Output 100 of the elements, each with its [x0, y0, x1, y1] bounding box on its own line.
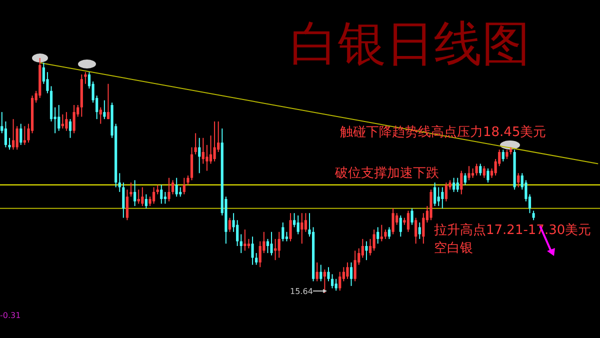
candlestick [517, 172, 520, 188]
candlestick [289, 212, 292, 242]
candlestick [354, 250, 356, 282]
candlestick [258, 240, 262, 268]
candlestick [327, 266, 330, 282]
candlestick [278, 231, 280, 258]
candlestick [334, 278, 338, 292]
candlestick [437, 186, 440, 207]
candlestick [532, 210, 535, 221]
candlestick [464, 172, 466, 186]
candlestick [255, 252, 258, 266]
candlestick [350, 262, 353, 286]
candlestick [209, 135, 212, 164]
candlestick [296, 214, 300, 235]
candlestick [99, 106, 102, 124]
candlestick [58, 104, 60, 132]
candlestick [8, 137, 11, 150]
candlestick [126, 189, 129, 221]
candlestick [106, 83, 110, 120]
candlestick [46, 72, 49, 94]
candlestick [156, 184, 159, 195]
candlestick [304, 212, 307, 232]
candlestick [502, 149, 504, 162]
candlestick [452, 177, 456, 192]
candlestick [141, 186, 144, 207]
candlestick [270, 231, 273, 256]
annotation: 空白银 [434, 241, 473, 256]
candlestick [171, 180, 174, 195]
candlestick [506, 149, 508, 160]
candlestick [320, 264, 322, 282]
candlestick [482, 166, 486, 178]
candlestick [422, 212, 425, 244]
candlestick [388, 226, 391, 240]
candlestick [434, 182, 436, 207]
candlestick [130, 182, 132, 198]
candlestick [471, 168, 474, 178]
candlestick [441, 186, 444, 209]
candlestick [20, 123, 22, 146]
candlestick [190, 146, 194, 181]
candlestick [175, 177, 178, 198]
candlestick [137, 189, 140, 204]
candlestick [372, 229, 376, 252]
annotation: 15.64 [290, 287, 313, 296]
candlestick [118, 172, 121, 192]
candlestick [338, 271, 342, 292]
candlestick [368, 238, 372, 256]
candlestick [475, 163, 478, 176]
annotation: 破位支撑加速下跌 [334, 166, 439, 181]
candlestick [12, 118, 15, 150]
candlestick [468, 166, 470, 181]
candlestick [361, 238, 364, 258]
candlestick [460, 170, 463, 195]
candlestick [213, 120, 216, 162]
candlestick [247, 238, 250, 249]
candlestick [4, 120, 7, 148]
candlestick [456, 177, 459, 192]
candlestick [202, 137, 204, 164]
candlestick [365, 240, 368, 261]
candlestick [144, 194, 148, 209]
candlestick [68, 118, 72, 138]
candlestick [410, 208, 414, 226]
candlestick [164, 191, 166, 204]
candlestick [316, 262, 318, 282]
candlestick [244, 229, 246, 252]
candlestick [236, 220, 239, 246]
candlestick [72, 104, 76, 134]
candlestick [206, 144, 208, 172]
candlestick [103, 100, 106, 120]
candlestick [406, 210, 410, 232]
candlestick [282, 222, 284, 242]
candlestick [152, 186, 156, 204]
candlestick [330, 274, 334, 289]
candlestick [392, 208, 394, 235]
candlestick [380, 224, 383, 242]
candlestick [376, 226, 380, 244]
text: -0.31 [0, 311, 21, 320]
candlestick [194, 132, 197, 155]
candlestick [300, 212, 304, 244]
candlestick [418, 222, 421, 240]
candlestick [486, 168, 490, 184]
candlestick [122, 182, 125, 218]
candlestick [414, 217, 418, 244]
candlestick [346, 262, 349, 280]
candlestick [168, 177, 170, 202]
candlestick [16, 126, 18, 150]
candlestick [285, 231, 288, 242]
candlestick [198, 137, 201, 174]
candlestick [182, 177, 186, 195]
candlestick [323, 269, 326, 294]
chart-title: 白银日线图 [290, 16, 530, 72]
candlestick [65, 112, 68, 132]
candlestick [134, 180, 136, 207]
candlestick [228, 217, 232, 232]
candlestick [160, 184, 163, 204]
candlestick [84, 72, 87, 84]
candlestick [384, 229, 387, 240]
candlestick [266, 238, 270, 254]
candlestick [240, 234, 242, 254]
candlestick [479, 163, 482, 176]
candlestick [179, 186, 182, 198]
